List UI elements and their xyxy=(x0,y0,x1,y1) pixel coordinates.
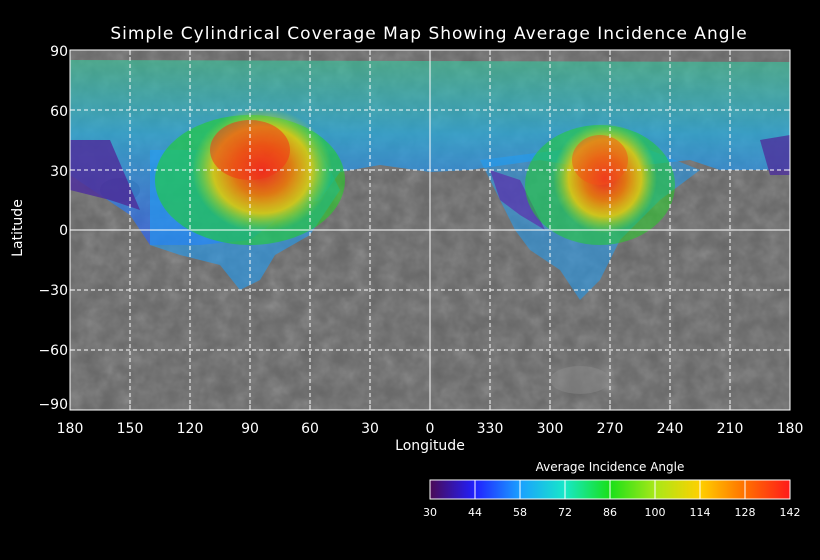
colorbar-tick-label: 58 xyxy=(513,506,527,519)
y-tick-label: −30 xyxy=(38,283,68,299)
x-tick-label: 180 xyxy=(776,421,804,437)
x-tick-label: 120 xyxy=(176,421,204,437)
y-tick-label: 0 xyxy=(59,223,68,239)
y-tick-label: 30 xyxy=(50,164,68,180)
colorbar-tick-label: 142 xyxy=(779,506,801,519)
y-axis-title: Latitude xyxy=(10,199,26,257)
x-tick-label: 0 xyxy=(425,421,435,437)
x-axis-title: Longitude xyxy=(395,438,465,454)
map-title: Simple Cylindrical Coverage Map Showing … xyxy=(110,24,748,44)
x-tick-label: 240 xyxy=(656,421,684,437)
colorbar-tick-label: 30 xyxy=(423,506,437,519)
x-tick-label: 150 xyxy=(116,421,144,437)
x-tick-label: 30 xyxy=(361,421,379,437)
x-tick-label: 300 xyxy=(536,421,564,437)
colorbar xyxy=(429,479,791,500)
x-tick-label: 270 xyxy=(596,421,624,437)
colorbar-tick-label: 114 xyxy=(689,506,711,519)
x-tick-label: 180 xyxy=(56,421,84,437)
x-tick-label: 60 xyxy=(301,421,319,437)
x-tick-label: 90 xyxy=(241,421,259,437)
colorbar-tick-label: 72 xyxy=(558,506,572,519)
colorbar-title: Average Incidence Angle xyxy=(535,460,685,474)
y-tick-label: 60 xyxy=(50,104,68,120)
x-tick-label: 210 xyxy=(716,421,744,437)
x-tick-label: 330 xyxy=(476,421,504,437)
colorbar-tick-label: 128 xyxy=(734,506,756,519)
y-tick-label: −90 xyxy=(38,397,68,413)
colorbar-tick-label: 86 xyxy=(603,506,617,519)
y-tick-label: −60 xyxy=(38,343,68,359)
colorbar-tick-label: 100 xyxy=(644,506,666,519)
grid-lines xyxy=(70,50,790,410)
y-tick-label: 90 xyxy=(50,44,68,60)
plot-frame xyxy=(69,49,791,411)
colorbar-tick-label: 44 xyxy=(468,506,482,519)
